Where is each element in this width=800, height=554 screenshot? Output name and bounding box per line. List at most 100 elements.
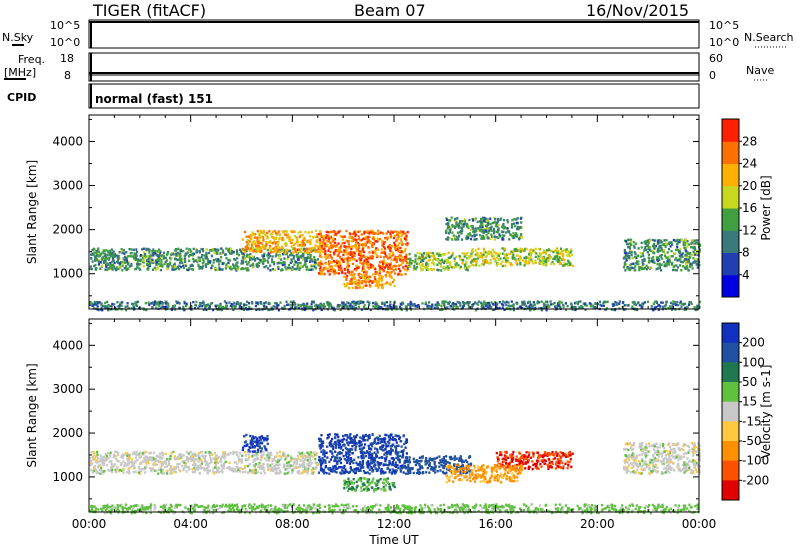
echo-cell bbox=[133, 504, 136, 507]
echo-cell bbox=[346, 262, 349, 265]
echo-cell bbox=[276, 243, 279, 247]
echo-cell bbox=[135, 504, 138, 507]
echo-cell bbox=[542, 263, 545, 267]
echo-cell bbox=[670, 241, 673, 244]
echo-cell bbox=[241, 256, 244, 259]
echo-cell bbox=[118, 265, 121, 268]
echo-cell bbox=[304, 250, 307, 254]
echo-cell bbox=[330, 304, 333, 307]
aux-frame bbox=[88, 83, 700, 109]
echo-cell bbox=[266, 254, 269, 257]
echo-cell bbox=[281, 306, 284, 310]
echo-cell bbox=[651, 260, 654, 263]
echo-cell bbox=[269, 233, 272, 236]
echo-cell bbox=[428, 255, 431, 259]
echo-cell bbox=[259, 231, 262, 235]
echo-cell bbox=[666, 256, 669, 259]
echo-cell bbox=[507, 301, 510, 304]
echo-cell bbox=[644, 240, 647, 243]
echo-cell bbox=[472, 227, 475, 230]
echo-cell bbox=[170, 505, 173, 508]
echo-cell bbox=[501, 300, 504, 303]
echo-cell bbox=[334, 503, 337, 506]
echo-cell bbox=[233, 258, 236, 261]
echo-cell bbox=[302, 238, 305, 241]
echo-cell bbox=[197, 306, 200, 310]
echo-cell bbox=[409, 304, 412, 308]
echo-cell bbox=[442, 503, 445, 507]
echo-cell bbox=[685, 256, 689, 259]
echo-cell bbox=[656, 506, 659, 510]
echo-cell bbox=[318, 238, 321, 241]
echo-cell bbox=[659, 239, 662, 242]
echo-cell bbox=[430, 305, 433, 308]
echo-cell bbox=[467, 509, 470, 512]
echo-cell bbox=[421, 508, 424, 511]
echo-cell bbox=[344, 257, 347, 260]
echo-cell bbox=[93, 505, 96, 508]
echo-cell bbox=[468, 255, 471, 258]
echo-cell bbox=[490, 506, 493, 509]
echo-cell bbox=[205, 511, 208, 514]
echo-cell bbox=[102, 261, 105, 264]
echo-cell bbox=[371, 251, 375, 254]
echo-cell bbox=[375, 280, 378, 283]
echo-cell bbox=[97, 255, 101, 258]
echo-cell bbox=[678, 251, 681, 254]
echo-cell bbox=[338, 261, 341, 264]
echo-cell bbox=[444, 259, 447, 263]
echo-cell bbox=[164, 506, 167, 509]
echo-cell bbox=[447, 256, 450, 260]
echo-cell bbox=[349, 253, 352, 256]
echo-cell bbox=[475, 238, 478, 241]
echo-cell bbox=[390, 306, 393, 309]
echo-cell bbox=[343, 267, 346, 271]
echo-cell bbox=[121, 264, 124, 267]
echo-cell bbox=[248, 511, 251, 515]
echo-cell bbox=[567, 506, 570, 510]
echo-cell bbox=[155, 261, 159, 264]
echo-cell bbox=[639, 252, 642, 255]
echo-cell bbox=[416, 304, 419, 307]
echo-cell bbox=[100, 258, 103, 261]
echo-cell bbox=[690, 245, 693, 249]
echo-cell bbox=[225, 263, 228, 266]
echo-cell bbox=[271, 268, 274, 271]
echo-cell bbox=[619, 507, 622, 510]
echo-cell bbox=[126, 302, 129, 305]
echo-cell bbox=[350, 239, 353, 243]
echo-cell bbox=[404, 505, 407, 508]
echo-cell bbox=[304, 230, 307, 234]
echo-cell bbox=[336, 249, 339, 253]
echo-cell bbox=[255, 263, 258, 266]
echo-cell bbox=[425, 262, 428, 266]
echo-cell bbox=[489, 261, 492, 264]
echo-cell bbox=[320, 245, 323, 248]
echo-cell bbox=[145, 511, 148, 515]
echo-cell bbox=[95, 251, 98, 254]
echo-cell bbox=[230, 252, 233, 255]
echo-cell bbox=[338, 260, 341, 263]
echo-cell bbox=[95, 254, 99, 257]
echo-cell bbox=[188, 253, 191, 257]
echo-cell bbox=[670, 255, 673, 258]
echo-cell bbox=[453, 260, 456, 263]
echo-cell bbox=[354, 233, 358, 236]
echo-cell bbox=[515, 254, 518, 257]
echo-cell bbox=[625, 259, 628, 262]
echo-cell bbox=[215, 461, 218, 464]
echo-cell bbox=[276, 508, 279, 511]
echo-cell bbox=[473, 233, 476, 236]
echo-cell bbox=[254, 249, 258, 252]
echo-cell bbox=[327, 249, 330, 252]
echo-cell bbox=[640, 246, 643, 249]
echo-cell bbox=[396, 248, 399, 251]
echo-cell bbox=[210, 506, 213, 510]
echo-cell bbox=[589, 507, 592, 510]
echo-cell bbox=[662, 511, 665, 514]
echo-cell bbox=[266, 248, 269, 252]
echo-cell bbox=[295, 253, 298, 257]
echo-cell bbox=[463, 220, 466, 223]
echo-cell bbox=[676, 300, 679, 304]
echo-cell bbox=[612, 508, 616, 511]
